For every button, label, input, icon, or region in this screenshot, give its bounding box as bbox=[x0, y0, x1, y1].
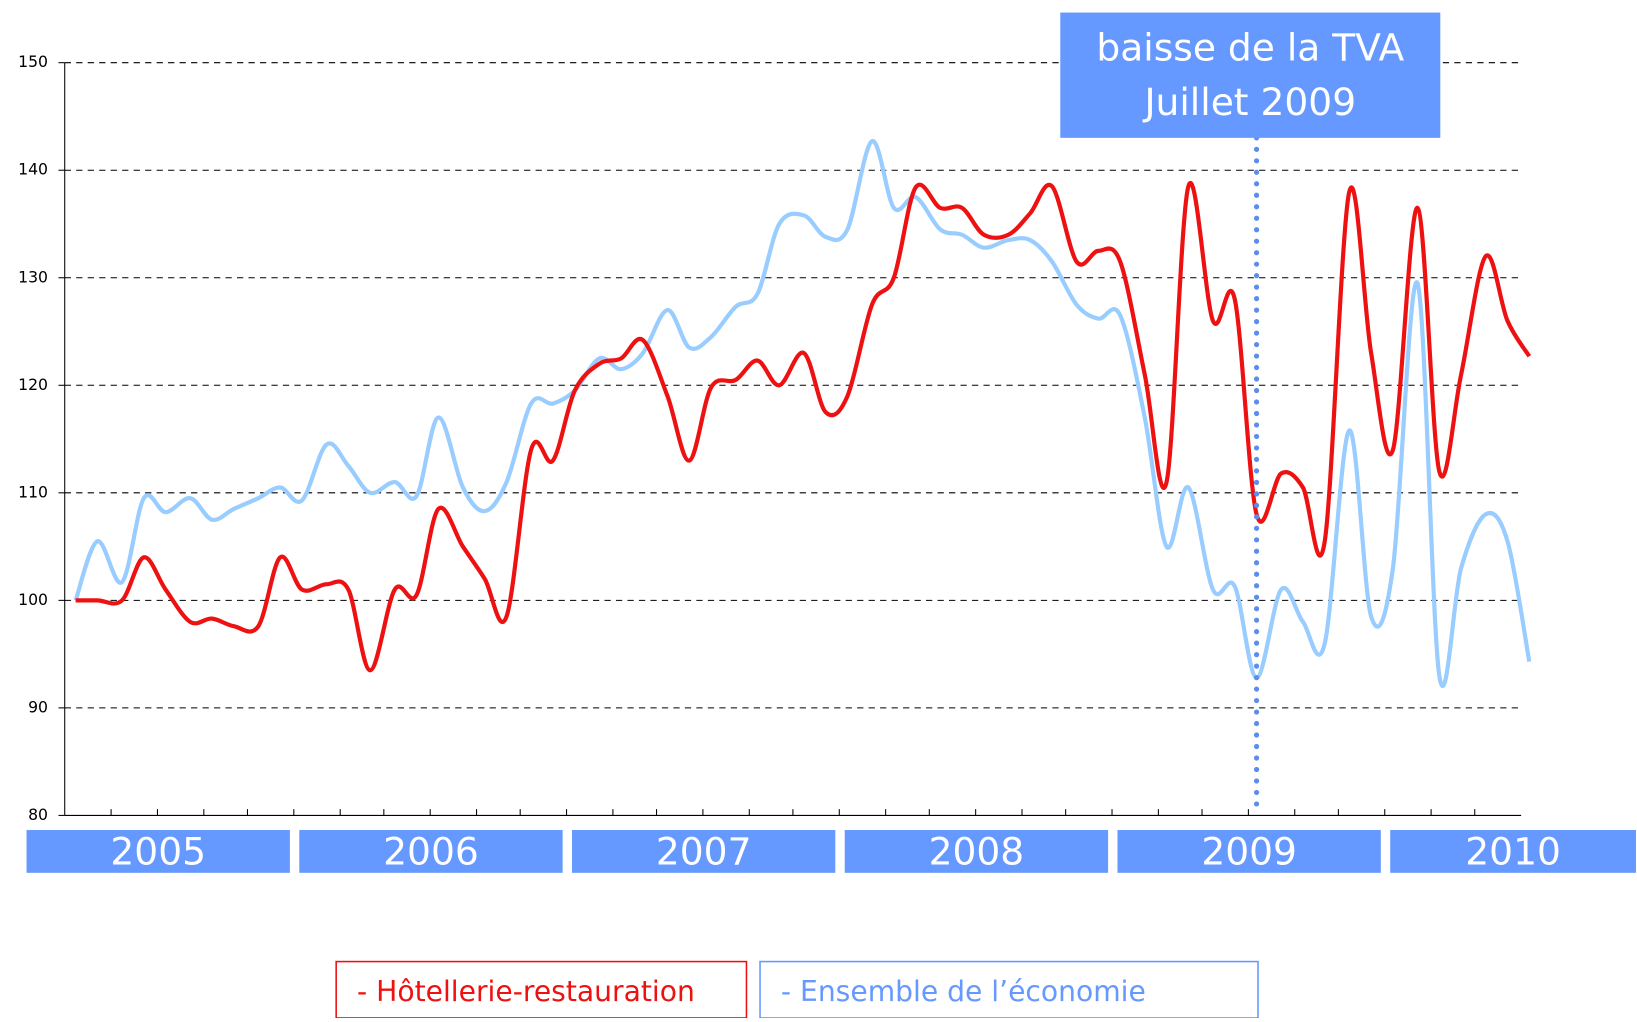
year-band bbox=[844, 830, 1109, 873]
y-tick-label: 130 bbox=[18, 267, 48, 286]
y-tick-label: 150 bbox=[18, 52, 48, 71]
year-label: 2009 bbox=[1201, 830, 1297, 874]
annotation-text: Juillet 2009 bbox=[1142, 80, 1356, 124]
series-line bbox=[73, 139, 1532, 688]
year-band bbox=[1390, 830, 1636, 873]
annotation-box bbox=[1060, 12, 1441, 138]
year-band bbox=[1117, 830, 1381, 873]
year-band bbox=[572, 830, 836, 873]
y-tick-label: 80 bbox=[28, 805, 48, 824]
y-tick-label: 140 bbox=[18, 160, 48, 179]
y-tick-label: 100 bbox=[18, 590, 48, 609]
year-label: 2006 bbox=[383, 830, 479, 874]
series-line bbox=[75, 180, 1532, 673]
year-label: 2010 bbox=[1465, 830, 1561, 874]
legend-box bbox=[759, 960, 1259, 1019]
year-band bbox=[299, 830, 563, 873]
legend-box bbox=[335, 960, 748, 1019]
legend-label: - Ensemble de l’économie bbox=[781, 975, 1146, 1008]
year-label: 2005 bbox=[110, 830, 206, 874]
y-tick-label: 110 bbox=[18, 482, 48, 501]
y-tick-label: 90 bbox=[28, 697, 48, 716]
year-label: 2008 bbox=[929, 830, 1025, 874]
y-tick-label: 120 bbox=[18, 375, 48, 394]
year-label: 2007 bbox=[656, 830, 752, 874]
year-band bbox=[26, 830, 290, 873]
annotation-text: baisse de la TVA bbox=[1096, 26, 1404, 70]
legend-label: - Hôtellerie-restauration bbox=[357, 975, 695, 1008]
